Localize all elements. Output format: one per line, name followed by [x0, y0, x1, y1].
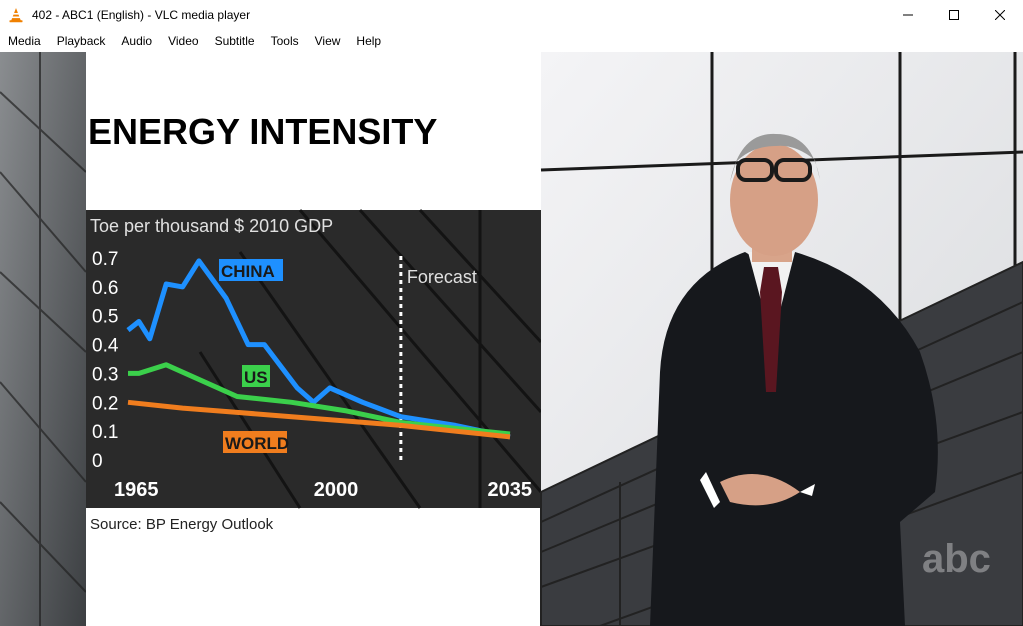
series-label-box-us — [242, 365, 270, 387]
minimize-button[interactable] — [885, 0, 931, 30]
title-bar[interactable]: 402 - ABC1 (English) - VLC media player — [0, 0, 1023, 30]
headline: ENERGY INTENSITY — [88, 111, 437, 152]
x-tick-label: 1965 — [114, 479, 159, 501]
menu-help[interactable]: Help — [356, 34, 382, 48]
left-backdrop-lines — [0, 52, 87, 626]
series-label-box-china — [219, 259, 283, 281]
close-icon — [995, 10, 1005, 20]
y-tick-label: 0.4 — [92, 336, 119, 357]
y-tick-label: 0.6 — [92, 278, 118, 299]
y-tick-label: 0.3 — [92, 364, 118, 385]
chart-subtitle: Toe per thousand $ 2010 GDP — [90, 216, 333, 236]
y-tick-label: 0.1 — [92, 422, 118, 443]
menu-view[interactable]: View — [314, 34, 341, 48]
menu-subtitle[interactable]: Subtitle — [214, 34, 255, 48]
y-tick-label: 0.5 — [92, 307, 118, 328]
x-tick-label: 2035 — [488, 479, 533, 501]
series-label-us: US — [244, 368, 268, 387]
maximize-icon — [949, 10, 959, 20]
series-line-world — [127, 399, 511, 440]
series-line-us — [128, 362, 511, 437]
menu-audio[interactable]: Audio — [121, 34, 153, 48]
series-line-china — [126, 258, 511, 440]
menu-tools[interactable]: Tools — [270, 34, 299, 48]
source-caption: Source: BP Energy Outlook — [90, 516, 274, 533]
series-label-world: WORLD — [225, 434, 289, 453]
maximize-button[interactable] — [931, 0, 977, 30]
channel-watermark: abc — [922, 537, 991, 581]
menu-video[interactable]: Video — [168, 34, 199, 48]
close-button[interactable] — [977, 0, 1023, 30]
video-frame: ENERGY INTENSITY Toe per thousand $ 2010… — [0, 52, 1023, 626]
series-lines — [126, 258, 511, 440]
window-title: 402 - ABC1 (English) - VLC media player — [32, 8, 251, 22]
x-tick-label: 2000 — [314, 479, 359, 501]
menu-playback[interactable]: Playback — [56, 34, 106, 48]
vlc-cone-icon — [9, 8, 23, 23]
forecast-label: Forecast — [407, 267, 477, 287]
x-axis-ticks: 1965 2000 2035 — [114, 479, 532, 501]
y-tick-label: 0 — [92, 451, 103, 472]
minimize-icon — [903, 14, 913, 16]
menu-bar: Media Playback Audio Video Subtitle Tool… — [0, 30, 1023, 52]
presenter — [650, 133, 938, 626]
menu-media[interactable]: Media — [8, 34, 41, 48]
chart-backdrop-lines — [198, 208, 543, 509]
series-label-box-world — [223, 431, 287, 453]
series-label-china: CHINA — [221, 262, 275, 281]
y-tick-label: 0.7 — [92, 249, 118, 270]
series-labels: CHINA US WORLD — [219, 259, 289, 453]
y-tick-label: 0.2 — [92, 393, 118, 414]
video-output[interactable]: ENERGY INTENSITY Toe per thousand $ 2010… — [0, 52, 1023, 626]
y-axis-ticks: 0.7 0.6 0.5 0.4 0.3 0.2 0.1 0 — [92, 249, 119, 472]
